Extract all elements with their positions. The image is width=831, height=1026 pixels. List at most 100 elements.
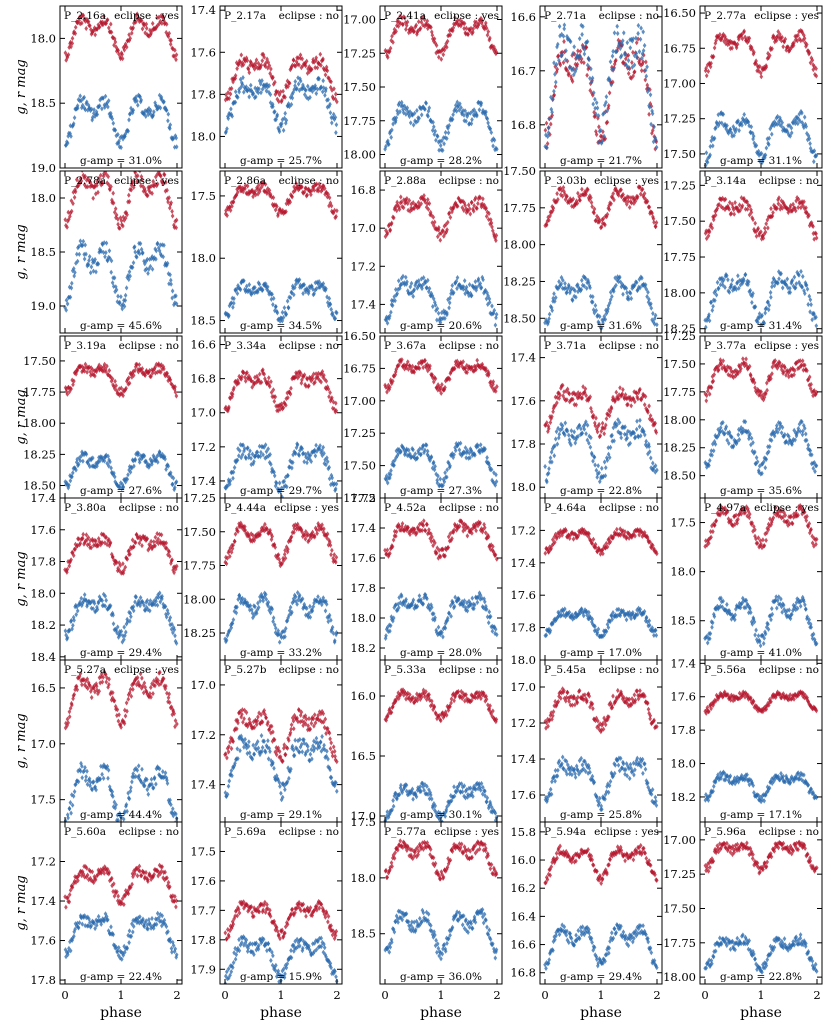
g-point — [268, 451, 272, 458]
g-point — [610, 432, 614, 438]
y-tick-label: 18.0 — [190, 251, 216, 265]
r-point — [558, 185, 563, 191]
r-point — [121, 561, 125, 567]
y-tick-label: 17.8 — [510, 437, 536, 451]
r-point — [438, 237, 443, 243]
r-point — [754, 58, 758, 64]
r-point — [578, 197, 582, 203]
r-point — [575, 200, 580, 206]
g-point — [305, 460, 309, 466]
g-point — [170, 481, 175, 487]
g-point — [153, 246, 157, 252]
r-point — [798, 358, 802, 364]
g-point — [614, 282, 618, 288]
g-point — [747, 279, 751, 285]
g-point — [254, 94, 258, 100]
g-point — [646, 299, 651, 305]
g-point — [429, 454, 434, 460]
r-point — [704, 392, 709, 399]
r-point — [588, 394, 592, 400]
g-point — [406, 447, 411, 453]
r-point — [640, 61, 645, 67]
g-point — [457, 447, 462, 453]
g-point — [263, 281, 268, 287]
g-point — [727, 440, 731, 446]
g-point — [471, 284, 475, 290]
r-point — [133, 171, 138, 176]
r-point — [231, 199, 236, 205]
g-point — [626, 294, 630, 300]
r-point — [802, 199, 806, 205]
r-point — [737, 202, 742, 208]
g-point — [119, 294, 123, 300]
r-point — [742, 28, 746, 34]
g-point — [467, 121, 472, 127]
g-point — [272, 473, 277, 479]
g-point — [76, 461, 81, 467]
r-point — [489, 220, 494, 226]
y-tick-label: 18.00 — [503, 238, 536, 252]
r-point — [488, 35, 492, 41]
r-point — [618, 385, 622, 391]
g-point — [89, 264, 94, 270]
panel-name: P_2.78a — [64, 175, 106, 187]
r-point — [461, 359, 465, 365]
g-point — [480, 274, 485, 280]
g-point — [272, 469, 276, 475]
g-point — [407, 113, 412, 120]
r-point — [404, 26, 408, 32]
g-point — [785, 276, 790, 282]
g-point — [492, 470, 496, 476]
g-point — [261, 452, 265, 458]
r-point — [769, 376, 773, 382]
g-point — [269, 296, 274, 302]
r-point — [71, 552, 76, 559]
g-point — [582, 283, 587, 289]
r-point — [128, 551, 132, 557]
g-point — [603, 316, 608, 322]
g-point — [723, 284, 727, 290]
g-point — [260, 78, 264, 84]
r-point — [468, 28, 472, 34]
g-point — [715, 279, 720, 285]
y-tick-label: 18.0 — [30, 31, 56, 45]
r-point — [173, 389, 178, 395]
r-point — [109, 21, 113, 27]
g-band-series — [703, 268, 819, 330]
r-point — [752, 49, 756, 55]
r-point — [747, 363, 752, 369]
y-tick-label: 17.00 — [343, 13, 376, 27]
g-point — [72, 115, 77, 121]
r-point — [297, 62, 301, 68]
g-point — [812, 311, 816, 318]
r-point — [247, 191, 251, 197]
r-point — [714, 207, 719, 213]
r-point — [76, 365, 80, 371]
r-point — [137, 18, 142, 25]
r-point — [331, 96, 336, 102]
g-point — [463, 108, 467, 114]
g-point — [267, 83, 271, 89]
g-point — [808, 297, 813, 303]
g-point — [812, 159, 816, 165]
g-point — [560, 423, 565, 429]
g-point — [802, 288, 806, 294]
r-point — [107, 367, 112, 374]
g-point — [653, 136, 658, 143]
r-point — [712, 45, 717, 51]
g-point — [470, 449, 474, 455]
r-point — [155, 181, 160, 187]
g-point — [75, 105, 80, 111]
y-tick-label: 17.8 — [190, 87, 216, 101]
g-point — [105, 460, 109, 466]
r-point — [324, 378, 329, 384]
g-point — [814, 323, 819, 329]
r-band-series — [223, 367, 339, 415]
r-point — [133, 364, 138, 370]
g-point — [282, 478, 286, 484]
g-point — [274, 116, 278, 123]
r-point — [227, 404, 231, 410]
r-point — [228, 207, 233, 213]
